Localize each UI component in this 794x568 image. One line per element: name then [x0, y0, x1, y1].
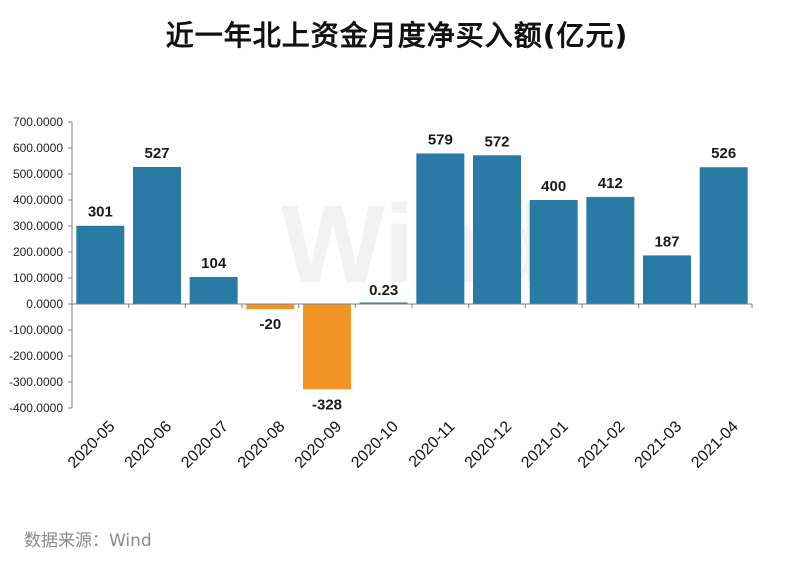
- data-label-2020-11: 579: [428, 131, 453, 148]
- x-tick-label-2020-10: 2020-10: [348, 418, 402, 472]
- y-tick-label: -400.0000: [9, 401, 63, 415]
- bar-2020-07: [189, 276, 238, 304]
- data-label-2020-08: -20: [259, 316, 281, 333]
- data-label-2021-02: 412: [598, 175, 623, 192]
- data-label-2021-03: 187: [654, 233, 679, 250]
- y-tick-label: 300.0000: [13, 219, 63, 233]
- data-label-2020-05: 301: [88, 204, 113, 221]
- data-label-2020-12: 572: [484, 133, 509, 150]
- data-label-2021-04: 526: [711, 145, 736, 162]
- x-tick-label-2020-12: 2020-12: [462, 418, 516, 472]
- bar-2021-01: [529, 200, 578, 304]
- bar-2020-09: [303, 304, 351, 390]
- bar-2020-05: [76, 225, 125, 304]
- bar-2020-08: [246, 304, 295, 310]
- data-label-2020-10: 0.23: [369, 282, 398, 299]
- bar-2020-10: [359, 302, 408, 304]
- chart-title: 近一年北上资金月度净买入额(亿元): [165, 19, 629, 52]
- y-tick-label: 400.0000: [13, 193, 63, 207]
- bar-2021-03: [643, 255, 691, 304]
- y-tick-label: 100.0000: [13, 271, 63, 285]
- x-tick-label-2020-09: 2020-09: [292, 418, 346, 472]
- y-tick-label: 500.0000: [13, 167, 63, 181]
- bar-2020-11: [416, 153, 465, 304]
- x-tick-label-2021-03: 2021-03: [632, 418, 686, 472]
- y-tick-label: 700.0000: [13, 115, 63, 129]
- y-tick-label: -200.0000: [9, 349, 63, 363]
- x-tick-label-2020-11: 2020-11: [406, 418, 459, 471]
- x-tick-label-2020-07: 2020-07: [178, 418, 232, 472]
- x-tick-label-2020-05: 2020-05: [65, 418, 119, 472]
- source-note: 数据来源：Wind: [24, 531, 152, 551]
- x-tick-label-2021-02: 2021-02: [575, 418, 629, 472]
- bar-2020-06: [133, 166, 181, 304]
- y-tick-label: -300.0000: [9, 375, 63, 389]
- bar-2021-04: [699, 167, 748, 304]
- y-tick-label: -100.0000: [9, 323, 63, 337]
- data-label-2020-09: -328: [312, 396, 342, 413]
- data-label-2021-01: 400: [541, 178, 566, 195]
- x-tick-label-2020-08: 2020-08: [235, 418, 289, 472]
- bar-2020-12: [473, 155, 521, 304]
- axis-layer: 700.0000 600.0000 500.0000 400.0000 300.0000…: [9, 115, 753, 415]
- data-label-2020-07: 104: [201, 255, 227, 272]
- x-tick-label-2020-06: 2020-06: [122, 418, 176, 472]
- x-tick-label-2021-01: 2021-01: [518, 418, 572, 472]
- y-tick-label: 0.0000: [26, 297, 63, 311]
- data-label-2020-06: 527: [144, 145, 169, 162]
- bars-layer: [76, 153, 748, 390]
- x-tick-label-2021-04: 2021-04: [688, 418, 742, 472]
- y-tick-label: 600.0000: [13, 141, 63, 155]
- y-tick-label: 200.0000: [13, 245, 63, 259]
- bar-2021-02: [586, 196, 635, 304]
